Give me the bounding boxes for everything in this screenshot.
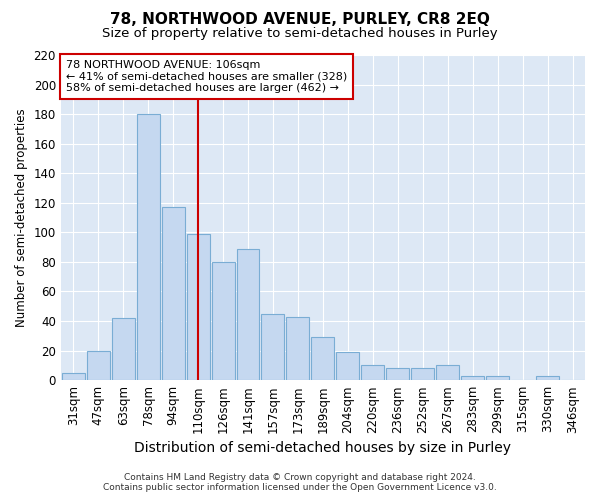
Bar [62, 373, 85, 380]
Bar [87, 350, 110, 380]
Bar [461, 376, 484, 380]
Bar [212, 262, 235, 380]
Y-axis label: Number of semi-detached properties: Number of semi-detached properties [15, 108, 28, 327]
Bar [311, 338, 334, 380]
Bar [137, 114, 160, 380]
X-axis label: Distribution of semi-detached houses by size in Purley: Distribution of semi-detached houses by … [134, 441, 511, 455]
Bar [286, 316, 310, 380]
Bar [187, 234, 209, 380]
Text: Size of property relative to semi-detached houses in Purley: Size of property relative to semi-detach… [102, 28, 498, 40]
Bar [486, 376, 509, 380]
Bar [361, 366, 385, 380]
Bar [236, 248, 259, 380]
Bar [112, 318, 134, 380]
Bar [411, 368, 434, 380]
Bar [337, 352, 359, 380]
Text: Contains HM Land Registry data © Crown copyright and database right 2024.
Contai: Contains HM Land Registry data © Crown c… [103, 473, 497, 492]
Text: 78, NORTHWOOD AVENUE, PURLEY, CR8 2EQ: 78, NORTHWOOD AVENUE, PURLEY, CR8 2EQ [110, 12, 490, 28]
Bar [262, 314, 284, 380]
Bar [386, 368, 409, 380]
Bar [536, 376, 559, 380]
Bar [161, 207, 185, 380]
Text: 78 NORTHWOOD AVENUE: 106sqm
← 41% of semi-detached houses are smaller (328)
58% : 78 NORTHWOOD AVENUE: 106sqm ← 41% of sem… [66, 60, 347, 93]
Bar [436, 366, 459, 380]
